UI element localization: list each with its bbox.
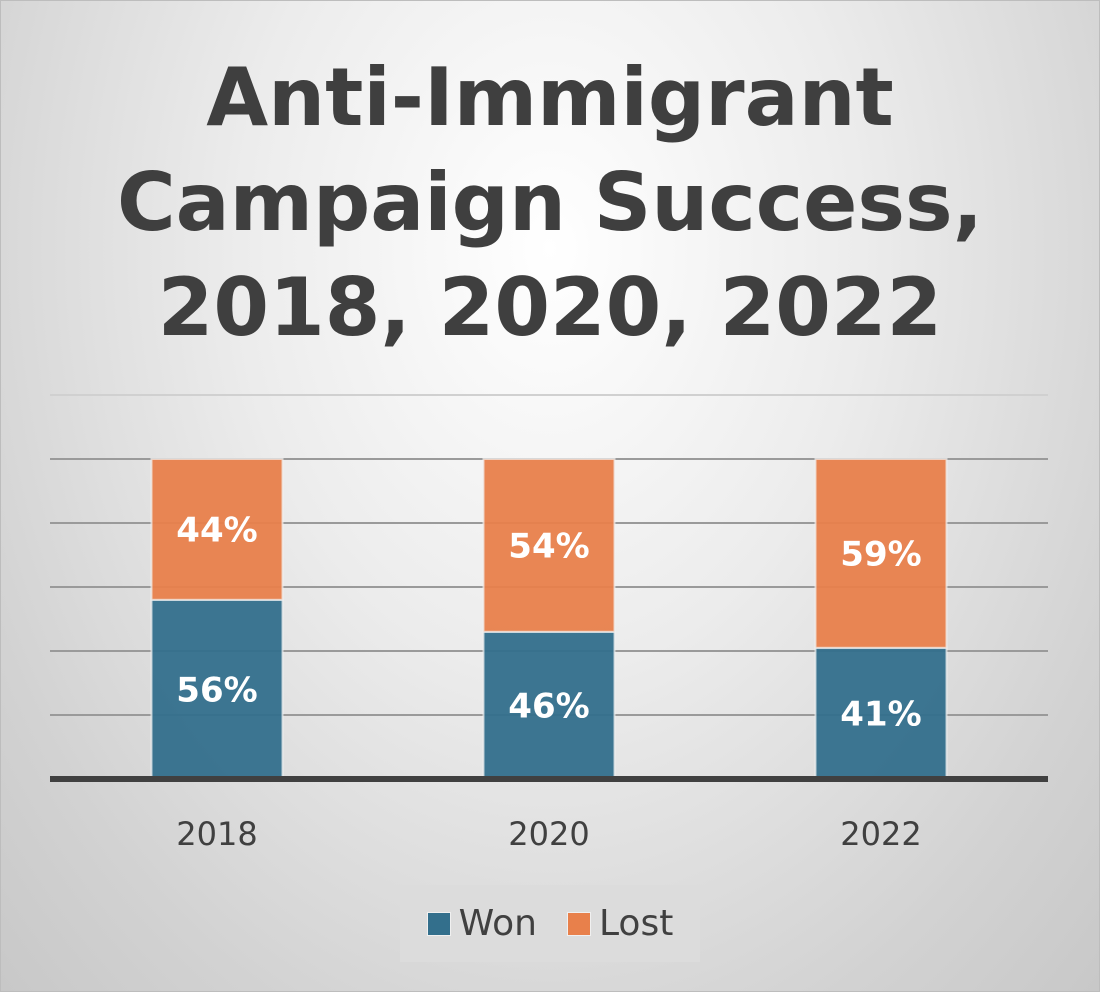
title-line: Campaign Success, (116, 156, 984, 249)
data-label: 54% (508, 526, 589, 566)
data-label: 41% (840, 694, 921, 734)
legend-label-lost: Lost (599, 903, 674, 944)
bar-won-2018 (150, 598, 284, 780)
x-tick-label: 2022 (840, 815, 921, 853)
data-label: 46% (508, 686, 589, 726)
data-label: 44% (176, 510, 257, 550)
x-tick-label: 2020 (508, 815, 589, 853)
bar-lost-2022 (814, 458, 948, 649)
chart-title: Anti-Immigrant Campaign Success, 2018, 2… (0, 45, 1100, 360)
title-line: Anti-Immigrant (206, 51, 894, 144)
data-label: 56% (176, 670, 257, 710)
legend-item-lost: Lost (567, 903, 673, 944)
x-tick-label: 2018 (176, 815, 257, 853)
bar-won-2020 (482, 630, 616, 780)
data-label: 59% (840, 534, 921, 574)
legend-item-won: Won (426, 903, 537, 944)
legend: Won Lost (400, 885, 700, 962)
legend-swatch-lost (567, 911, 591, 936)
legend-label-won: Won (458, 903, 537, 944)
bar-lost-2018 (150, 458, 284, 601)
bar-lost-2020 (482, 458, 616, 633)
legend-swatch-won (426, 911, 451, 936)
title-line: 2018, 2020, 2022 (157, 261, 943, 354)
